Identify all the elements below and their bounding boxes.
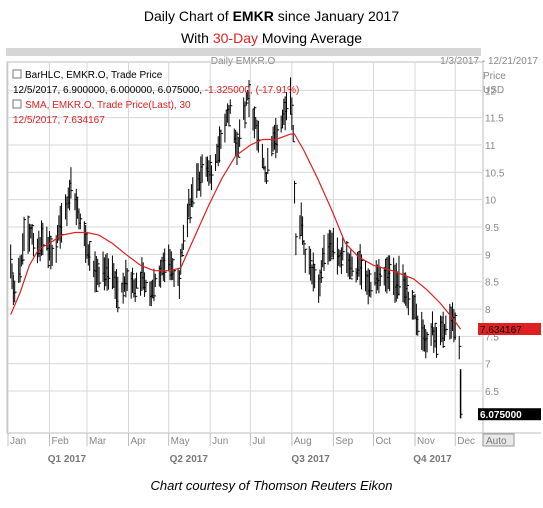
last-price-tag xyxy=(478,408,541,421)
price-chart[interactable]: Daily EMKR.O 1/3/2017 - 12/21/2017 Price… xyxy=(0,48,543,476)
sma-value-tag-label: 7.634167 xyxy=(480,325,522,336)
ticker-symbol: EMKR xyxy=(232,8,274,24)
month-label: Nov xyxy=(417,436,435,447)
y-tick-label: 8.5 xyxy=(485,278,499,289)
price-bars xyxy=(10,77,463,419)
quarter-label: Q2 2017 xyxy=(170,454,209,465)
auto-scale-button[interactable] xyxy=(482,433,515,447)
y-tick-label: 11.5 xyxy=(485,114,504,125)
y-tick-label: 9 xyxy=(485,250,491,261)
legend-bar-series: BarHLC, EMKR.O, Trade Price xyxy=(25,70,163,81)
month-label: Dec xyxy=(457,436,475,447)
month-label: Sep xyxy=(335,436,353,447)
y-tick-label: 11 xyxy=(485,141,496,152)
panel-header-bar xyxy=(6,48,481,56)
month-label: May xyxy=(171,436,190,447)
legend-sma-values: 12/5/2017, 7.634167 xyxy=(13,115,105,126)
chart-title: Daily Chart of EMKR since January 2017 xyxy=(143,8,400,24)
month-label: Apr xyxy=(131,436,147,447)
month-label: Mar xyxy=(89,436,107,447)
y-axis-labels: 6.5 7 7.5 8 8.5 9 9.5 10 10.5 11 11.5 12 xyxy=(485,86,505,398)
legend: BarHLC, EMKR.O, Trade Price 12/5/2017, 6… xyxy=(12,69,299,126)
sma-series xyxy=(10,133,462,330)
month-label: Jul xyxy=(252,436,265,447)
month-label: Jun xyxy=(212,436,228,447)
quarter-label: Q3 2017 xyxy=(291,454,330,465)
auto-scale-label: Auto xyxy=(486,436,507,447)
y-tick-label: 7.5 xyxy=(485,332,499,343)
quarter-label: Q4 2017 xyxy=(413,454,452,465)
month-label: Oct xyxy=(376,436,392,447)
y-tick-label: 10 xyxy=(485,196,497,207)
legend-sma-series: SMA, EMKR.O, Trade Price(Last), 30 xyxy=(25,100,191,111)
legend-bar-values: 12/5/2017, 6.900000, 6.000000, 6.075000,… xyxy=(13,85,299,96)
bar-series-marker-icon[interactable] xyxy=(12,69,22,79)
month-label: Feb xyxy=(52,436,70,447)
month-label: Aug xyxy=(294,436,312,447)
panel-date-range: 1/3/2017 - 12/21/2017 xyxy=(440,56,538,67)
month-label: Jan xyxy=(10,436,26,447)
sma-line xyxy=(10,133,462,330)
chart-credit: Chart courtesy of Thomson Reuters Eikon xyxy=(150,478,393,493)
last-price-tag-label: 6.075000 xyxy=(480,410,522,421)
currency-axis-label: USD xyxy=(483,85,504,96)
chart-subtitle: With 30-Day Moving Average xyxy=(180,30,363,46)
y-tick-label: 6.5 xyxy=(485,387,499,398)
quarter-label: Q1 2017 xyxy=(48,454,87,465)
y-tick-label: 9.5 xyxy=(485,223,499,234)
y-tick-label: 10.5 xyxy=(485,168,505,179)
y-tick-label: 8 xyxy=(485,305,491,316)
moving-average-period: 30-Day xyxy=(212,30,258,46)
x-axis-labels: Jan Feb Mar Apr May Jun Jul Aug Sep Oct Nov Dec Q1 2… xyxy=(7,433,475,465)
y-tick-label: 7 xyxy=(485,360,491,371)
sma-series-marker-icon[interactable] xyxy=(12,99,22,109)
y-tick-label: 12 xyxy=(485,86,497,97)
price-axis-label: Price xyxy=(483,71,506,82)
sma-value-tag xyxy=(478,322,541,335)
